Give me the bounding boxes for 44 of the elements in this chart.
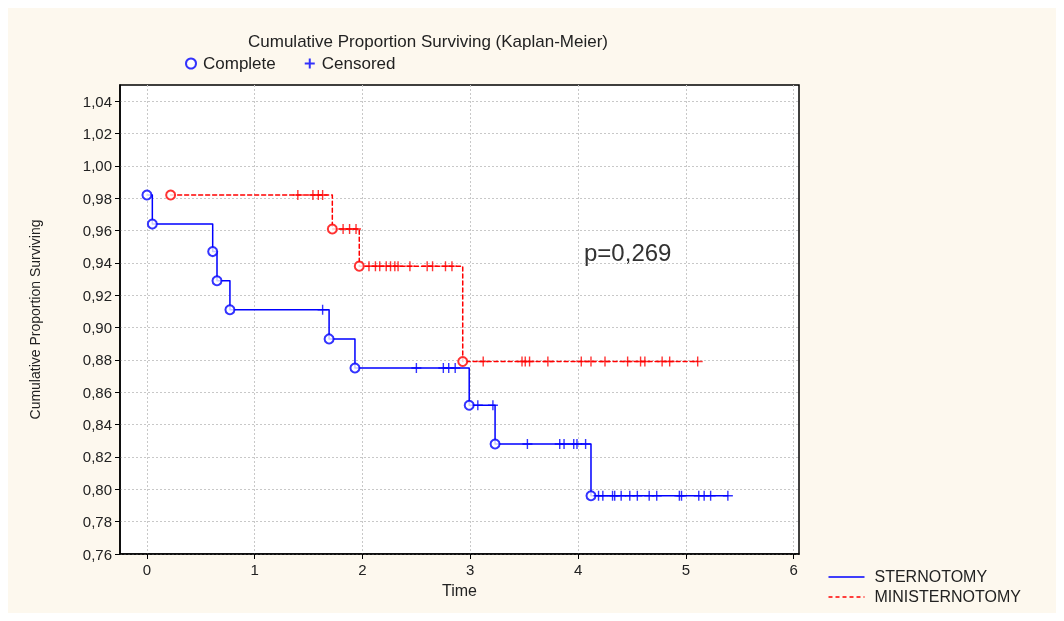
x-tick-label: 2	[358, 561, 367, 578]
point	[326, 223, 338, 235]
y-tick-label: 0,98	[82, 189, 112, 207]
x-tick-label: 6	[789, 561, 798, 578]
y-tick-label: 0,84	[82, 416, 112, 434]
y-tick-label: 0,92	[82, 286, 112, 304]
legend-label: MINISTERNOTOMY	[874, 587, 1022, 605]
point	[353, 260, 365, 272]
x-axis-title: Time	[442, 581, 478, 599]
point	[207, 246, 219, 258]
y-tick-label: 0,88	[82, 351, 112, 369]
x-tick-label: 4	[573, 561, 583, 578]
y-tick-label: 0,96	[82, 222, 112, 240]
y-tick-label: 1,00	[82, 157, 112, 175]
x-tick-label: 3	[466, 561, 475, 578]
y-tick-label: 0,78	[82, 513, 112, 531]
point	[489, 438, 501, 450]
y-tick-label: 0,80	[82, 480, 112, 498]
point	[585, 490, 597, 502]
x-tick-label: 0	[142, 561, 152, 578]
annotation: p=0,269	[584, 238, 672, 266]
point	[323, 333, 335, 345]
point	[224, 304, 236, 316]
x-tick-label: 5	[681, 561, 691, 578]
y-tick-label: 1,04	[82, 92, 112, 110]
point	[141, 189, 153, 201]
y-axis-title: Cumulative Proportion Surviving	[27, 219, 43, 420]
y-tick-label: 0,86	[82, 383, 112, 401]
legend-label: STERNOTOMY	[874, 567, 988, 585]
point	[457, 356, 469, 368]
legend-label: Complete	[203, 54, 276, 73]
y-tick-label: 0,82	[82, 448, 112, 466]
y-tick-label: 0,94	[82, 254, 112, 272]
point	[165, 189, 177, 201]
point	[349, 362, 361, 374]
point	[463, 399, 475, 411]
point	[146, 218, 158, 230]
point	[211, 275, 223, 287]
chart-title: Cumulative Proportion Surviving (Kaplan-Meier)	[248, 32, 608, 51]
y-tick-label: 0,76	[82, 545, 112, 563]
y-tick-label: 1,02	[82, 125, 112, 143]
legend-label: Censored	[321, 54, 396, 73]
y-tick-label: 0,90	[82, 319, 112, 337]
x-tick-label: 1	[250, 561, 259, 578]
